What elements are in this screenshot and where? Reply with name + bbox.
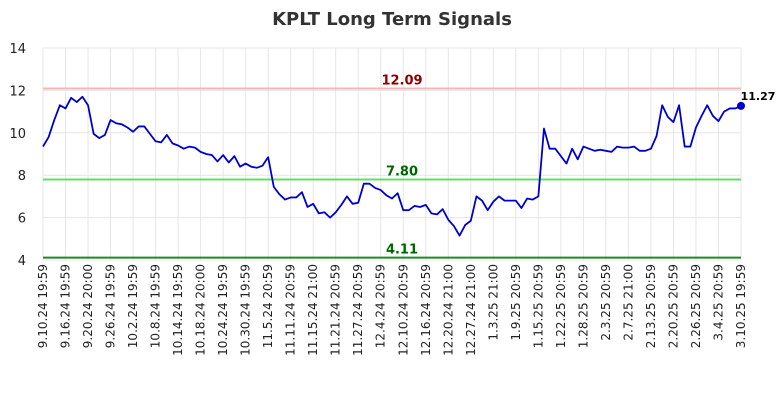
last-value-label: 11.27 <box>741 90 776 103</box>
y-tick-label: 8 <box>18 169 26 184</box>
x-tick-label: 11.15.24 21:00 <box>306 264 320 356</box>
x-tick-label: 11.27.24 20:59 <box>351 264 365 356</box>
x-tick-label: 2.13.25 20:59 <box>644 264 658 348</box>
y-axis-ticks: 4 6 8 10 12 14 <box>9 42 26 269</box>
signal-lines: 12.09 7.80 4.11 <box>43 73 741 259</box>
grid <box>42 47 742 261</box>
x-tick-label: 10.30.24 19:59 <box>239 264 253 356</box>
x-tick-label: 9.26.24 19:59 <box>104 264 118 348</box>
signal-line-label: 12.09 <box>381 73 422 88</box>
chart-title: KPLT Long Term Signals <box>272 9 512 30</box>
x-tick-label: 12.20.24 21:00 <box>441 264 455 356</box>
x-tick-label: 10.8.24 19:59 <box>149 264 163 348</box>
x-tick-label: 12.4.24 20:59 <box>374 264 388 348</box>
x-tick-label: 9.20.24 20:00 <box>81 264 95 348</box>
x-tick-label: 2.26.25 20:59 <box>689 264 703 348</box>
x-tick-label: 11.21.24 20:59 <box>329 264 343 356</box>
x-tick-label: 10.18.24 20:00 <box>194 264 208 356</box>
x-tick-label: 12.27.24 21:00 <box>464 264 478 356</box>
y-tick-label: 14 <box>9 42 26 57</box>
x-tick-label: 2.20.25 20:59 <box>666 264 680 348</box>
x-tick-label: 1.28.25 20:59 <box>576 264 590 348</box>
y-tick-label: 10 <box>9 127 26 142</box>
x-tick-label: 3.4.25 20:59 <box>711 264 725 341</box>
x-tick-label: 1.22.25 20:59 <box>554 264 568 348</box>
x-tick-label: 1.3.25 21:00 <box>486 264 500 341</box>
series-layer: 11.27 <box>42 90 776 237</box>
x-tick-label: 1.9.25 20:59 <box>509 264 523 341</box>
x-tick-label: 10.2.24 19:59 <box>126 264 140 348</box>
y-tick-label: 4 <box>18 254 26 269</box>
y-tick-label: 12 <box>9 84 26 99</box>
signal-line-label: 7.80 <box>386 164 418 179</box>
series-line <box>42 95 742 237</box>
x-tick-label: 11.5.24 20:59 <box>261 264 275 348</box>
x-tick-label: 9.16.24 19:59 <box>59 264 73 348</box>
x-tick-label: 2.3.25 20:59 <box>599 264 613 341</box>
x-tick-label: 1.15.25 20:59 <box>531 264 545 348</box>
x-tick-label: 12.16.24 20:59 <box>419 264 433 356</box>
x-tick-label: 12.10.24 20:59 <box>396 264 410 356</box>
x-tick-label: 3.10.25 19:59 <box>734 264 748 348</box>
signal-line-label: 4.11 <box>386 243 418 258</box>
x-tick-label: 10.14.24 19:59 <box>171 264 185 356</box>
x-tick-label: 2.7.25 21:00 <box>621 264 635 341</box>
x-tick-label: 11.11.24 20:59 <box>284 264 298 356</box>
last-point-marker <box>737 101 745 110</box>
x-axis-ticks: 9.10.24 19:59 9.16.24 19:59 9.20.24 20:00 9… <box>36 264 748 356</box>
y-tick-label: 6 <box>18 212 26 227</box>
x-tick-label: 10.24.24 19:59 <box>216 264 230 356</box>
x-tick-label: 9.10.24 19:59 <box>36 264 50 348</box>
